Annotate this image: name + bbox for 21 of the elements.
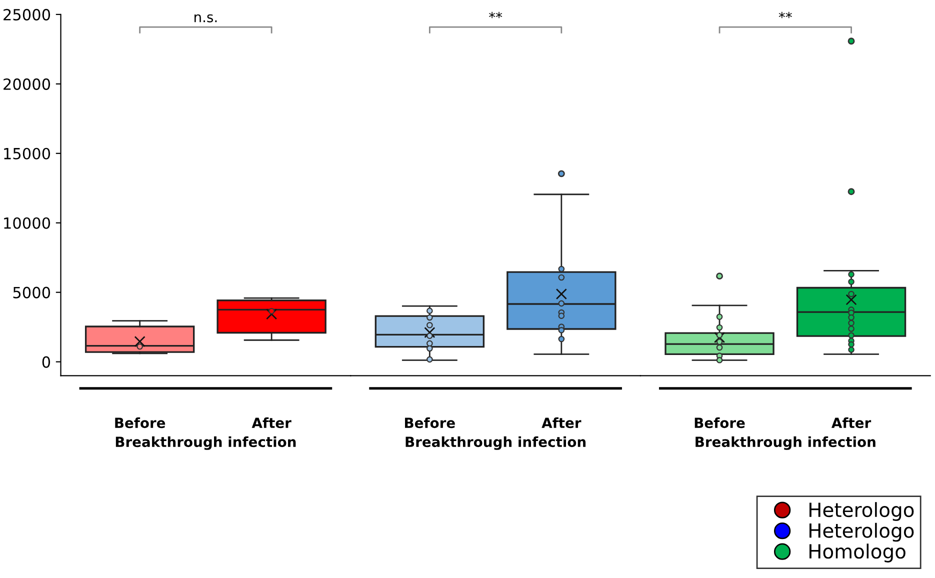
x-tick-label: After [542, 417, 582, 428]
y-tick-label: 5000 [13, 286, 50, 298]
x-tick-label: Before [115, 417, 166, 428]
x-tick-label: Before [405, 417, 455, 428]
x-axis-title: Breakthrough infection [696, 436, 876, 450]
x-axis-title: Breakthrough infection [116, 436, 296, 450]
annotation: ** [778, 12, 792, 18]
x-tick-label: After [252, 417, 292, 428]
x-axis-title: Breakthrough infection [406, 436, 586, 450]
text: Heterologo [810, 502, 914, 521]
y-tick-label: 0 [42, 356, 50, 368]
annotation: n.s. [194, 14, 217, 22]
legend-label: Homologo [810, 544, 906, 562]
y-tick-label: 20000 [4, 78, 50, 90]
text: Heterologo [810, 522, 914, 542]
x-tick-label: Before [694, 417, 745, 428]
y-tick-label: 25000 [4, 8, 50, 20]
y-tick-label: 10000 [4, 217, 50, 229]
x-tick-label: After [831, 417, 872, 428]
y-tick-label: 15000 [4, 148, 50, 160]
annotation: ** [489, 12, 502, 18]
